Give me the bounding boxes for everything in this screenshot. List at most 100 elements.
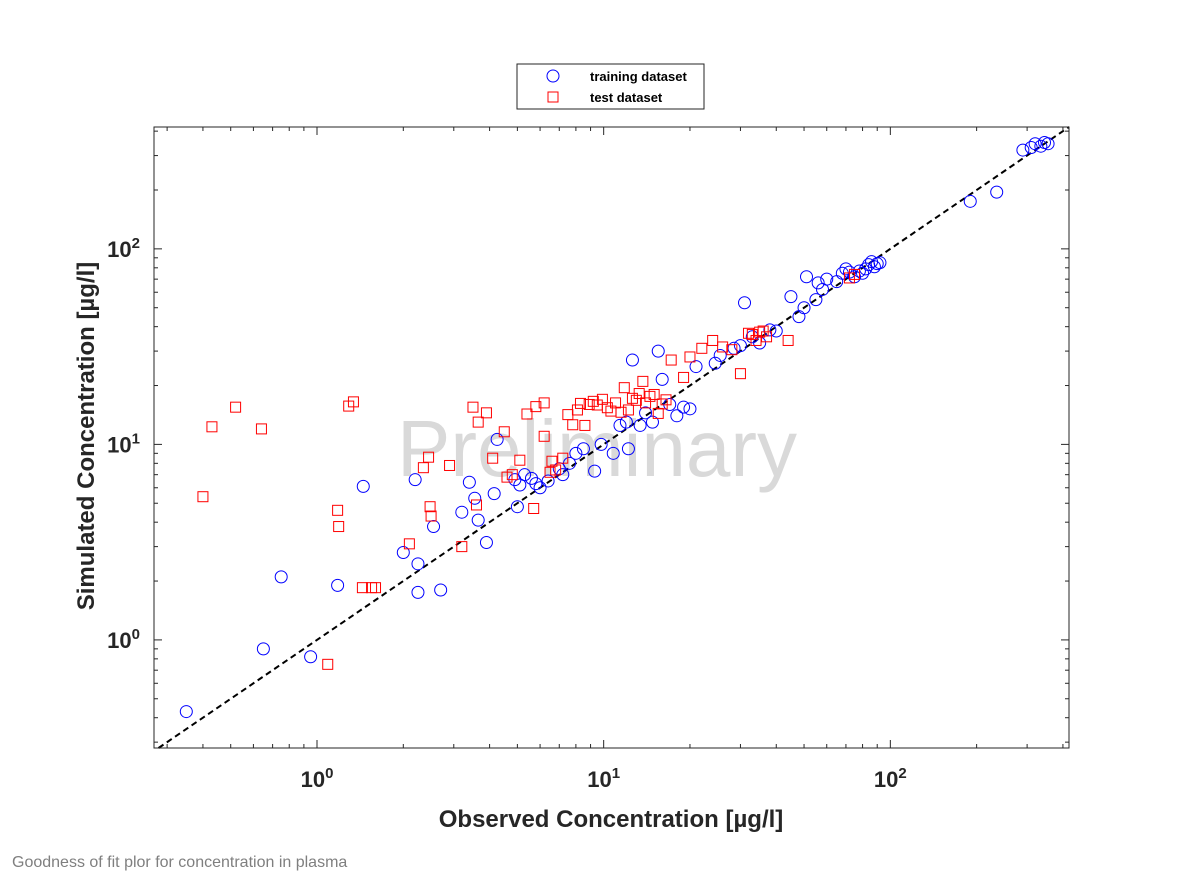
legend: training dataset test dataset	[516, 63, 705, 110]
y-tick-label: 100	[107, 626, 140, 653]
test-point	[506, 469, 518, 481]
test-point	[423, 451, 435, 463]
x-axis-title: Observed Concentration [µg/l]	[439, 806, 784, 833]
test-point	[633, 388, 645, 400]
training-point	[708, 356, 722, 370]
legend-test-label: test dataset	[590, 90, 663, 105]
training-point	[471, 513, 485, 527]
training-point	[800, 270, 814, 284]
training-point	[434, 583, 448, 597]
test-point	[557, 452, 569, 464]
training-point	[839, 262, 853, 276]
reference-line-layer	[157, 126, 1070, 749]
test-point	[717, 341, 729, 353]
training-point	[396, 545, 410, 559]
test-point	[521, 408, 533, 420]
training-point	[784, 290, 798, 304]
test-point	[630, 394, 642, 406]
test-point	[197, 491, 209, 503]
training-point	[655, 372, 669, 386]
test-point	[472, 416, 484, 428]
training-point	[797, 301, 811, 315]
y-tick-label: 102	[107, 235, 140, 262]
training-point	[462, 475, 476, 489]
training-point	[411, 585, 425, 599]
training-point	[274, 570, 288, 584]
test-point	[530, 401, 542, 413]
test-point	[480, 407, 492, 419]
figure-caption: Goodness of fit plor for concentration i…	[12, 854, 348, 871]
training-point	[809, 293, 823, 307]
test-point	[467, 401, 479, 413]
test-point	[567, 419, 579, 431]
test-point	[230, 401, 242, 413]
training-point	[763, 323, 777, 337]
test-point	[782, 334, 794, 346]
training-point	[639, 406, 653, 420]
training-point	[645, 415, 659, 429]
training-point	[683, 402, 697, 416]
training-point	[856, 266, 870, 280]
points-layer	[179, 135, 1055, 719]
training-point	[811, 276, 825, 290]
training-point	[408, 473, 422, 487]
training-point	[411, 557, 425, 571]
training-point	[670, 409, 684, 423]
training-point	[179, 705, 193, 719]
test-point	[544, 466, 556, 478]
training-point	[873, 256, 887, 270]
test-point	[356, 582, 368, 594]
test-point	[707, 334, 719, 346]
test-point	[424, 501, 436, 513]
legend-training-label: training dataset	[590, 69, 687, 84]
training-point	[1016, 143, 1030, 157]
training-point	[510, 500, 524, 514]
training-point	[588, 464, 602, 478]
y-tick-label: 101	[107, 430, 140, 457]
training-point	[518, 468, 532, 482]
training-point	[331, 578, 345, 592]
training-point	[541, 474, 555, 488]
test-point	[746, 328, 758, 340]
training-point	[529, 477, 543, 491]
test-point	[656, 398, 668, 410]
legend-test-marker	[547, 91, 559, 103]
training-point	[613, 418, 627, 432]
x-tick-label: 101	[587, 765, 620, 792]
training-point	[594, 437, 608, 451]
test-point	[574, 397, 586, 409]
test-point	[571, 404, 583, 416]
training-point	[738, 296, 752, 310]
test-point	[322, 658, 334, 670]
training-point	[733, 339, 747, 353]
training-point	[1024, 140, 1038, 154]
test-point	[347, 396, 359, 408]
training-point	[490, 432, 504, 446]
test-point	[538, 430, 550, 442]
training-point	[713, 348, 727, 362]
y-axis-title: Simulated Concentration [µg/l]	[73, 262, 100, 611]
test-point	[696, 342, 708, 354]
test-point	[648, 388, 660, 400]
test-point	[587, 395, 599, 407]
test-point	[644, 390, 656, 402]
test-point	[470, 499, 482, 511]
test-point	[761, 331, 773, 343]
training-point	[606, 446, 620, 460]
test-point	[742, 327, 754, 339]
test-point	[550, 464, 562, 476]
plot-frame	[153, 126, 1070, 749]
test-point	[403, 538, 415, 550]
test-point	[444, 459, 456, 471]
training-point	[820, 272, 834, 286]
test-point	[684, 351, 696, 363]
training-point	[479, 535, 493, 549]
test-point	[678, 371, 690, 383]
test-point	[514, 454, 526, 466]
training-point	[990, 185, 1004, 199]
training-point	[304, 650, 318, 664]
ticks-layer: 100 101 102 100 101 102	[107, 127, 1069, 792]
test-point	[610, 397, 622, 409]
test-point	[332, 504, 344, 516]
